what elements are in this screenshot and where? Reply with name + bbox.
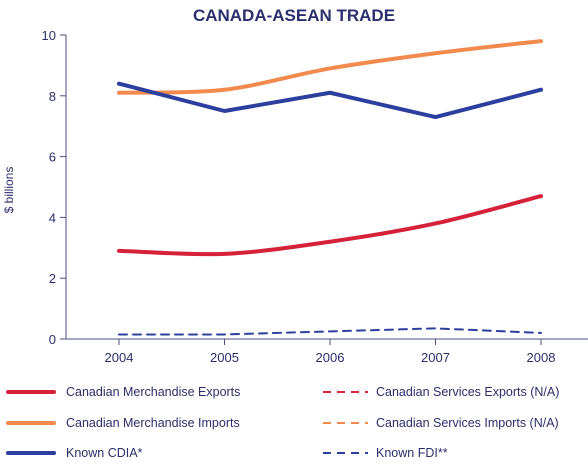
x-tick-label: 2004	[105, 350, 134, 365]
legend: Canadian Merchandise Exports Canadian Mer…	[6, 385, 559, 460]
legend-label-known-cdia: Known CDIA*	[66, 446, 143, 460]
legend-label-canadian-services-exports-n-a: Canadian Services Exports (N/A)	[376, 385, 559, 399]
y-tick-label: 0	[49, 332, 56, 347]
y-tick-label: 2	[49, 271, 56, 286]
series-line-known-cdia	[117, 81, 543, 120]
series-line-canadian-merchandise-exports	[117, 194, 543, 257]
x-tick-label: 2008	[527, 350, 556, 365]
series-line-known-fdi	[118, 327, 542, 336]
series-group	[117, 39, 543, 336]
y-axis-label: $ billions	[2, 167, 16, 214]
y-tick-label: 4	[49, 210, 56, 225]
y-tick-label: 6	[49, 150, 56, 165]
axes: 0 2 4 6 8 10 2004 2005 2006 2007 2008	[42, 28, 588, 365]
legend-label-known-fdi: Known FDI**	[376, 446, 448, 460]
legend-label-canadian-merchandise-imports: Canadian Merchandise Imports	[66, 416, 240, 430]
legend-label-canadian-services-imports-n-a: Canadian Services Imports (N/A)	[376, 416, 559, 430]
x-tick-label: 2005	[210, 350, 239, 365]
y-tick-label: 8	[49, 89, 56, 104]
chart-title: CANADA-ASEAN TRADE	[193, 6, 395, 25]
x-tick-label: 2007	[421, 350, 450, 365]
y-tick-label: 10	[42, 28, 56, 43]
series-line-canadian-merchandise-imports	[117, 39, 543, 95]
legend-label-canadian-merchandise-exports: Canadian Merchandise Exports	[66, 385, 240, 399]
x-tick-label: 2006	[316, 350, 345, 365]
